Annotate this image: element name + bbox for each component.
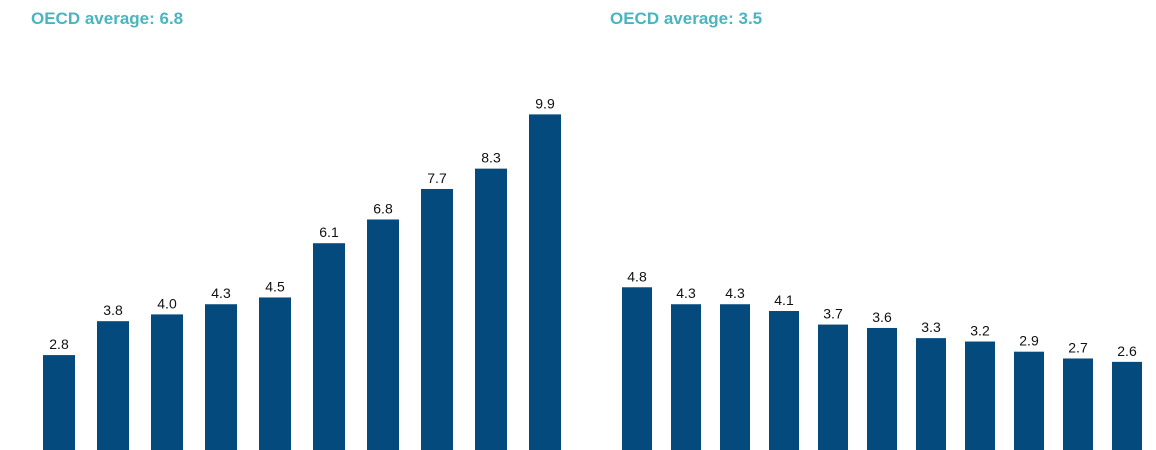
right-bar-3	[720, 304, 750, 450]
right-bar-8	[965, 341, 995, 450]
right-bar-2	[671, 304, 701, 450]
chart-title-right: OECD average: 3.5	[610, 9, 763, 28]
right-bar-6	[867, 327, 897, 450]
right-bar-1	[622, 287, 652, 450]
left-bar-label-9: 8.3	[481, 150, 501, 166]
right-bar-label-8: 3.2	[970, 323, 990, 339]
left-bar-10	[529, 114, 561, 450]
left-bar-label-6: 6.1	[319, 224, 339, 240]
right-bar-5	[818, 324, 848, 450]
left-bar-label-4: 4.3	[211, 285, 231, 301]
right-bar-7	[916, 338, 946, 450]
left-bar-5	[259, 297, 291, 450]
right-bar-label-6: 3.6	[872, 309, 892, 325]
left-bar-7	[367, 219, 399, 450]
right-bar-label-9: 2.9	[1019, 333, 1039, 349]
left-bar-3	[151, 314, 183, 450]
left-bar-label-3: 4.0	[157, 295, 177, 311]
left-bar-label-10: 9.9	[535, 95, 555, 111]
right-bar-label-5: 3.7	[823, 306, 843, 322]
left-bar-2	[97, 321, 129, 450]
chart-title-left: OECD average: 6.8	[31, 9, 184, 28]
left-bar-label-5: 4.5	[265, 278, 285, 294]
left-bar-8	[421, 188, 453, 450]
left-bar-label-8: 7.7	[427, 170, 447, 186]
right-bar-label-7: 3.3	[921, 319, 941, 335]
right-bar-label-10: 2.7	[1068, 339, 1088, 355]
right-bar-label-4: 4.1	[774, 292, 794, 308]
right-bar-11	[1112, 361, 1142, 450]
right-bar-chart: 4.8 4.3 4.3 4.1 3.7 3.6 3.3 3.2 2.9 2.7 2.6	[622, 268, 1142, 450]
left-bar-label-1: 2.8	[49, 336, 69, 352]
left-bar-label-7: 6.8	[373, 200, 393, 216]
right-bar-label-3: 4.3	[725, 285, 745, 301]
left-bar-1	[43, 355, 75, 450]
left-bar-chart: 2.8 3.8 4.0 4.3 4.5 6.1 6.8 7.7 8.3 9.9	[43, 95, 561, 450]
right-bar-label-11: 2.6	[1117, 343, 1137, 359]
left-bar-9	[475, 168, 507, 450]
right-bar-10	[1063, 358, 1093, 450]
right-bar-9	[1014, 351, 1044, 450]
left-bar-4	[205, 304, 237, 450]
right-bar-4	[769, 311, 799, 450]
right-bar-label-1: 4.8	[627, 268, 647, 284]
right-bar-label-2: 4.3	[676, 285, 696, 301]
left-bar-6	[313, 243, 345, 450]
left-bar-label-2: 3.8	[103, 302, 123, 318]
